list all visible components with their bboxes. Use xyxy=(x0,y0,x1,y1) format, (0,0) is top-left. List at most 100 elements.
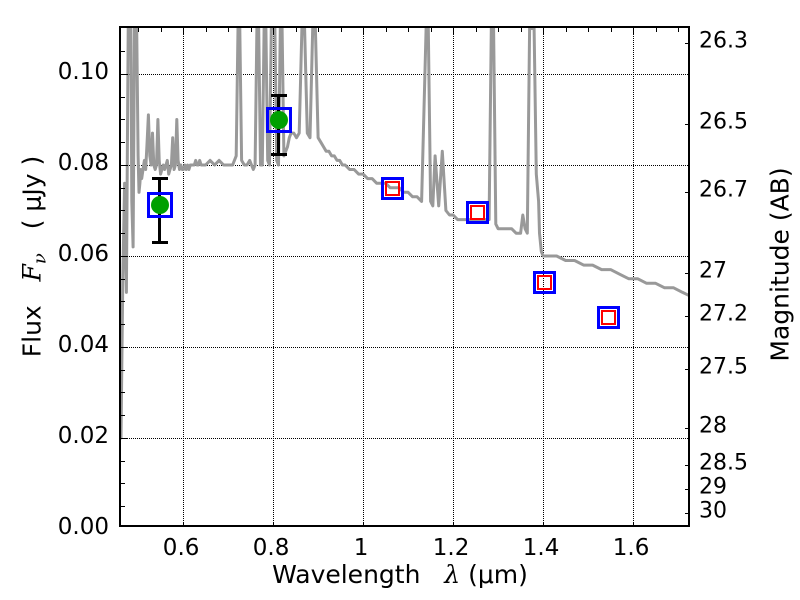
photometry-marker-outer-square[interactable] xyxy=(265,107,292,134)
y-axis-left-title-prefix: Flux xyxy=(17,305,47,358)
y-axis-left-title-subscript: ν xyxy=(29,253,51,265)
y-minor-tick-left xyxy=(121,392,125,394)
x-minor-tick-bottom xyxy=(588,525,589,527)
error-bar-cap xyxy=(270,152,287,156)
x-minor-tick-bottom xyxy=(498,525,499,527)
photometry-marker-inner-square[interactable] xyxy=(470,204,486,220)
y-tick-label-left: 0.00 xyxy=(57,514,109,540)
y-tick-mark-left xyxy=(121,73,128,75)
x-tick-mark xyxy=(363,522,365,525)
y-minor-tick-right xyxy=(688,360,690,361)
y-minor-tick-left xyxy=(121,506,125,508)
y-tick-label-left: 0.02 xyxy=(57,422,109,449)
x-tick-mark-top xyxy=(183,28,185,35)
x-minor-tick-top xyxy=(318,28,320,32)
y-minor-tick-right xyxy=(688,249,690,250)
x-minor-tick-bottom xyxy=(138,525,139,527)
photometry-marker-outer-square[interactable] xyxy=(380,177,404,201)
x-tick-label: 1.6 xyxy=(612,535,650,561)
y-minor-tick-right xyxy=(688,510,690,511)
x-minor-tick-bottom xyxy=(476,525,477,527)
y-tick-mark-right xyxy=(685,273,688,275)
x-minor-tick-bottom xyxy=(408,525,409,527)
y-minor-tick-right xyxy=(688,480,690,481)
y-tick-mark-right xyxy=(685,427,688,429)
gridline-vertical xyxy=(363,28,365,525)
y-minor-tick-right xyxy=(688,85,690,86)
y-tick-mark-right xyxy=(685,191,688,193)
y-axis-right-title: Magnitude (AB) xyxy=(765,167,795,362)
photometry-marker-inner-square[interactable] xyxy=(600,309,616,325)
x-minor-tick-bottom xyxy=(656,525,657,527)
y-tick-label-right: 26.7 xyxy=(699,177,748,203)
photometry-marker-inner-square[interactable] xyxy=(384,181,400,197)
x-tick-label: 1.4 xyxy=(522,535,560,561)
x-minor-tick-bottom xyxy=(228,525,229,527)
gridline-horizontal xyxy=(121,73,688,75)
y-tick-label-left: 0.06 xyxy=(57,240,109,267)
y-minor-tick-right xyxy=(688,296,690,297)
y-minor-tick-right xyxy=(688,395,690,396)
y-minor-tick-left xyxy=(121,142,125,144)
photometry-marker-circle[interactable] xyxy=(150,196,169,214)
photometry-marker-outer-square[interactable] xyxy=(146,192,173,218)
photometry-marker-inner-square[interactable] xyxy=(537,274,553,290)
y-minor-tick-left xyxy=(121,301,125,303)
y-minor-tick-right xyxy=(688,476,690,477)
photometry-marker-outer-square[interactable] xyxy=(466,200,490,224)
y-tick-mark-right xyxy=(685,488,688,490)
y-minor-tick-right xyxy=(688,506,690,507)
x-minor-tick-bottom xyxy=(431,525,432,527)
gridline-horizontal xyxy=(121,255,688,257)
y-axis-left-title: Flux Fν ( μJy ) xyxy=(17,57,50,457)
y-minor-tick-left xyxy=(121,324,125,326)
x-axis-title-symbol: λ xyxy=(444,560,461,589)
x-tick-label: 1.2 xyxy=(432,535,470,561)
x-minor-tick-top xyxy=(138,28,140,32)
y-minor-tick-right xyxy=(688,177,690,178)
x-tick-mark xyxy=(183,522,185,525)
y-minor-tick-left xyxy=(121,460,125,462)
gridline-vertical xyxy=(453,28,455,525)
photometry-marker-outer-square[interactable] xyxy=(533,270,557,294)
x-minor-tick-top xyxy=(408,28,410,32)
y-minor-tick-right xyxy=(688,307,690,308)
plot-area[interactable] xyxy=(119,26,690,527)
y-minor-tick-left xyxy=(121,483,125,485)
x-minor-tick-bottom xyxy=(386,525,387,527)
x-minor-tick-top xyxy=(588,28,590,32)
x-tick-mark xyxy=(273,522,275,525)
y-tick-label-right: 27.2 xyxy=(699,301,748,327)
y-tick-label-right: 27.5 xyxy=(699,354,748,380)
photometry-marker-circle[interactable] xyxy=(269,111,288,130)
y-tick-label-right: 28 xyxy=(699,413,727,439)
x-tick-mark-top xyxy=(453,28,455,35)
y-minor-tick-right xyxy=(688,436,690,437)
y-minor-tick-right xyxy=(688,105,690,106)
y-tick-mark-left xyxy=(121,346,128,348)
y-minor-tick-right xyxy=(688,418,690,419)
x-minor-tick-top xyxy=(565,28,567,32)
x-minor-tick-top xyxy=(295,28,297,32)
photometry-marker-outer-square[interactable] xyxy=(596,305,620,329)
y-tick-label-left: 0.04 xyxy=(57,331,109,358)
error-bar-cap xyxy=(270,94,287,98)
x-minor-tick-top xyxy=(655,28,657,32)
x-axis-title: Wavelength λ (μm) xyxy=(0,560,800,589)
gridline-vertical xyxy=(183,28,185,525)
y-minor-tick-right xyxy=(688,471,690,472)
y-minor-tick-left xyxy=(121,51,125,53)
error-bar-cap xyxy=(151,176,168,180)
y-minor-tick-left xyxy=(121,369,125,371)
x-minor-tick-bottom xyxy=(318,525,319,527)
y-tick-mark-right xyxy=(685,368,688,370)
x-minor-tick-top xyxy=(160,28,162,32)
y-tick-mark-right xyxy=(685,123,688,125)
y-minor-tick-right xyxy=(688,285,690,286)
y-minor-tick-right xyxy=(688,208,690,209)
x-tick-label: 1 xyxy=(353,535,369,561)
x-tick-mark xyxy=(633,522,635,525)
x-minor-tick-top xyxy=(205,28,207,32)
x-tick-mark-top xyxy=(543,28,545,35)
x-minor-tick-top xyxy=(678,28,680,32)
